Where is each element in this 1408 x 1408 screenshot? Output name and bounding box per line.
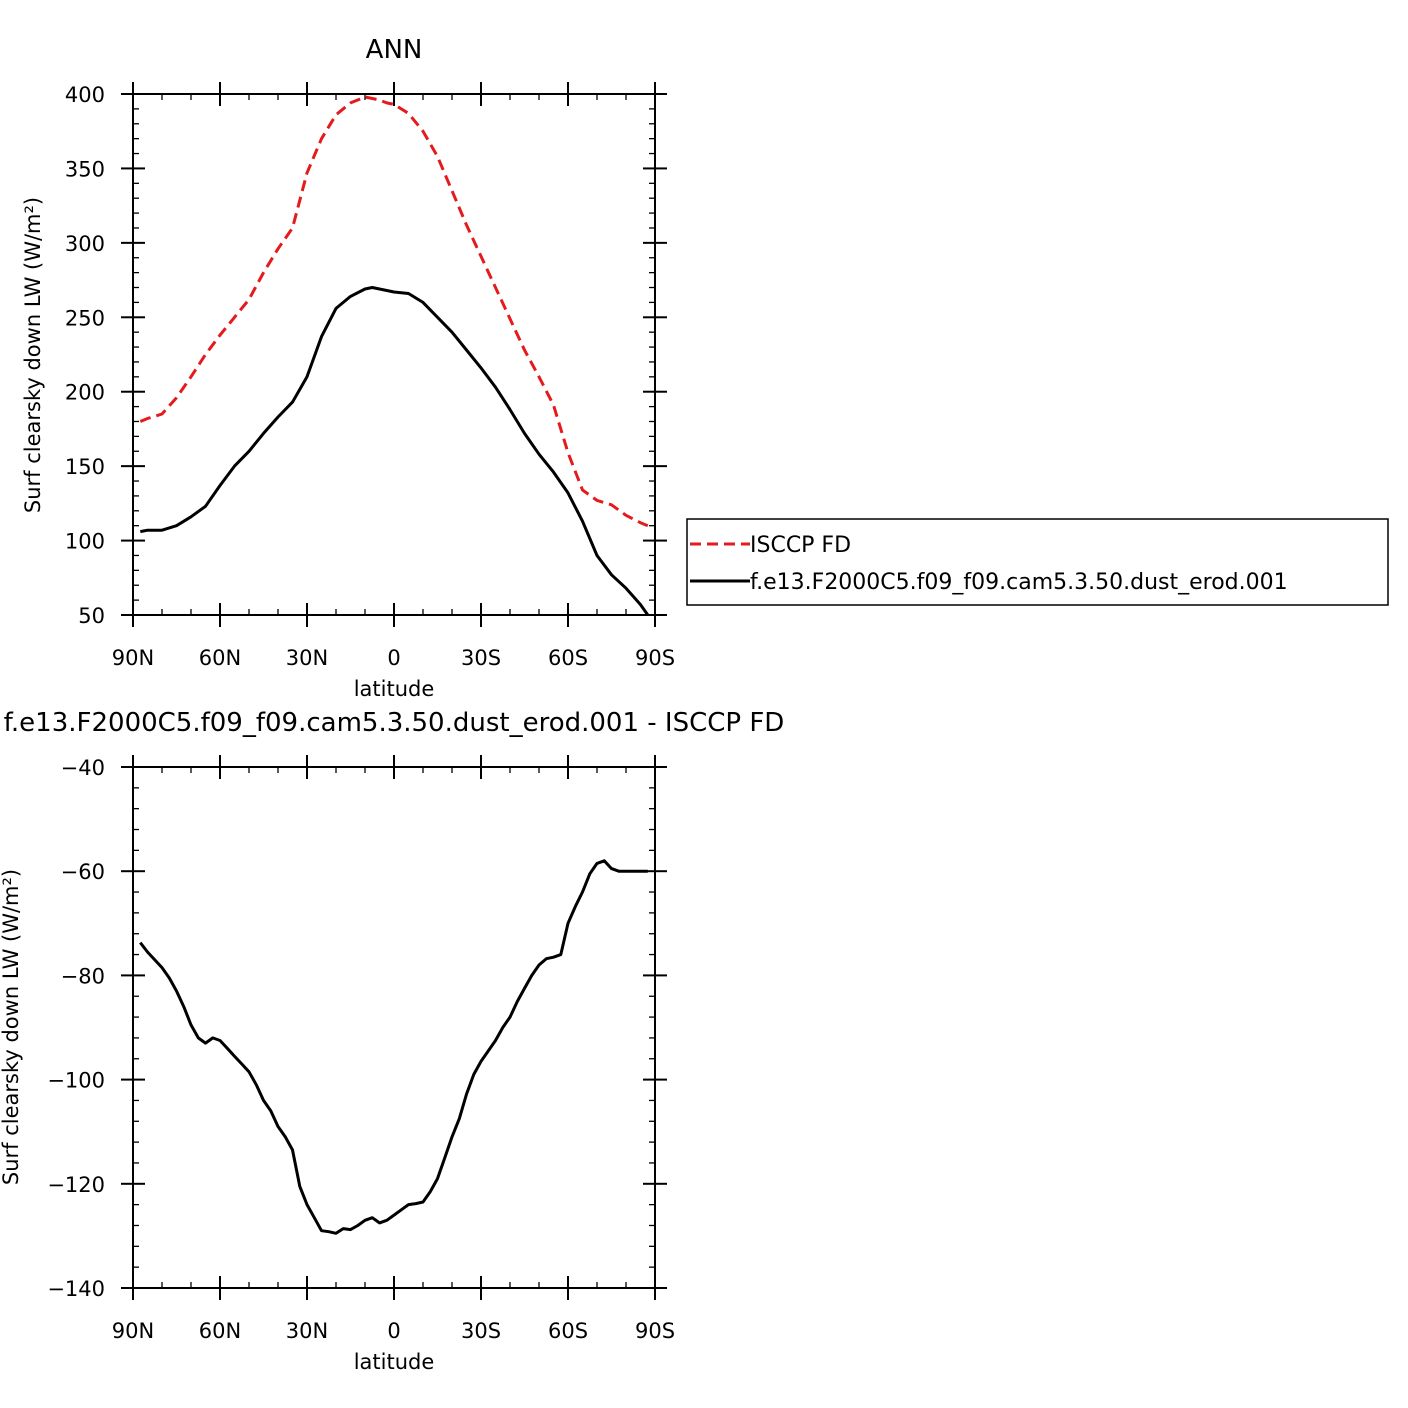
y-tick-label: −60 — [61, 860, 105, 884]
x-tick-label: 60N — [199, 646, 241, 670]
legend-label-model: f.e13.F2000C5.f09_f09.cam5.3.50.dust_ero… — [750, 570, 1288, 595]
y-tick-label: −40 — [61, 756, 105, 780]
x-tick-label: 30S — [461, 646, 501, 670]
y-tick-label: 300 — [65, 232, 105, 256]
legend: ISCCP FD f.e13.F2000C5.f09_f09.cam5.3.50… — [686, 518, 1389, 606]
x-tick-label: 90N — [112, 646, 154, 670]
y-tick-label: 150 — [65, 455, 105, 479]
bottom-panel-title: f.e13.F2000C5.f09_f09.cam5.3.50.dust_ero… — [4, 708, 785, 738]
top-ticks: 90N 60N 30N 0 30S 60S 90S 50 100 150 200 250 300 350 4… — [65, 82, 675, 670]
x-tick-label: 60S — [548, 1319, 588, 1343]
bottom-x-axis-label: latitude — [354, 1350, 435, 1374]
x-tick-label: 0 — [387, 1319, 400, 1343]
bottom-ticks: 90N 60N 30N 0 30S 60S 90S −140 −120 −100 −80 −60 −40 — [47, 755, 675, 1343]
bottom-plot-frame — [132, 766, 656, 1289]
y-tick-label: 100 — [65, 530, 105, 554]
x-tick-label: 60S — [548, 646, 588, 670]
series-line-model — [140, 286, 650, 616]
y-tick-label: 200 — [65, 381, 105, 405]
x-tick-label: 0 — [387, 646, 400, 670]
top-panel: ANN latitude Surf clearsky down LW (W/m²… — [21, 35, 675, 701]
series-line-isccp — [139, 95, 649, 528]
bottom-series-group — [139, 859, 648, 1235]
x-tick-label: 90S — [635, 646, 675, 670]
legend-label-isccp: ISCCP FD — [750, 533, 851, 558]
x-tick-label: 90N — [112, 1319, 154, 1343]
top-panel-title: ANN — [366, 35, 423, 65]
top-x-axis-label: latitude — [354, 677, 435, 701]
series-line-model — [139, 859, 648, 1235]
y-tick-label: 250 — [65, 306, 105, 330]
x-tick-label: 60N — [199, 1319, 241, 1343]
x-tick-label: 30S — [461, 1319, 501, 1343]
y-tick-label: 350 — [65, 157, 105, 181]
y-tick-label: −120 — [47, 1173, 105, 1197]
y-tick-label: 400 — [65, 83, 105, 107]
x-tick-label: 30N — [286, 1319, 328, 1343]
y-tick-label: −140 — [47, 1277, 105, 1301]
y-tick-label: −100 — [47, 1069, 105, 1093]
legend-box — [686, 518, 1389, 606]
y-tick-label: −80 — [61, 964, 105, 988]
x-tick-label: 30N — [286, 646, 328, 670]
bottom-y-axis-label: Surf clearsky down LW (W/m²) — [0, 869, 23, 1185]
x-tick-label: 90S — [635, 1319, 675, 1343]
top-series-group — [139, 95, 650, 616]
top-y-axis-label: Surf clearsky down LW (W/m²) — [21, 197, 45, 513]
bottom-panel: f.e13.F2000C5.f09_f09.cam5.3.50.dust_ero… — [0, 708, 784, 1374]
top-plot-frame — [132, 93, 656, 616]
y-tick-label: 50 — [78, 604, 105, 628]
